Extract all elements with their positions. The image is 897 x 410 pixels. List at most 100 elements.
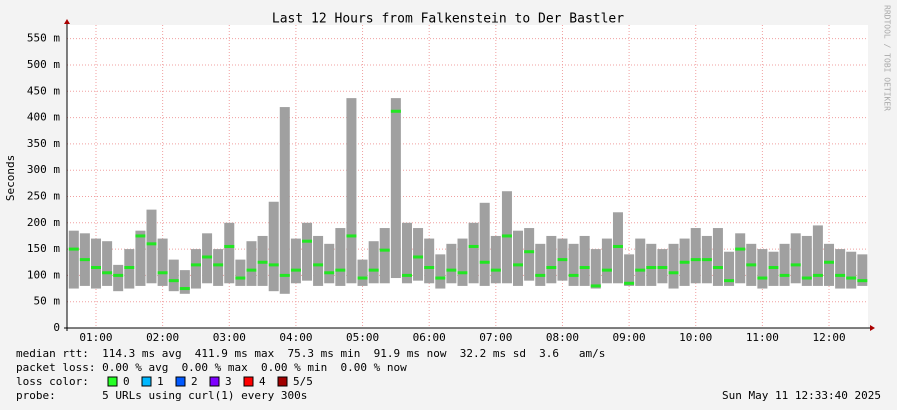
smoke-range bbox=[635, 238, 646, 286]
smoke-range bbox=[579, 235, 590, 286]
y-tick-label: 0 bbox=[53, 321, 60, 334]
median-marker bbox=[401, 273, 412, 277]
loss-swatch-label: 1 bbox=[157, 375, 164, 388]
y-tick-label: 200 m bbox=[27, 216, 60, 229]
median-marker bbox=[346, 234, 357, 238]
median-marker bbox=[824, 260, 835, 264]
smoke-range bbox=[790, 233, 801, 284]
median-marker bbox=[324, 271, 335, 275]
median-marker bbox=[546, 266, 557, 270]
smoke-range bbox=[179, 270, 190, 294]
x-tick-label: 12:00 bbox=[812, 331, 845, 344]
median-marker bbox=[268, 263, 279, 267]
smoke-range bbox=[246, 241, 257, 286]
y-tick-label: 550 m bbox=[27, 32, 60, 45]
median-marker bbox=[179, 287, 190, 291]
stats-line: packet loss: 0.00 % avg 0.00 % max 0.00 … bbox=[16, 361, 407, 374]
median-marker bbox=[213, 263, 224, 267]
median-marker bbox=[846, 276, 857, 280]
median-marker bbox=[590, 284, 601, 288]
axis-arrow bbox=[870, 325, 875, 331]
median-marker bbox=[235, 276, 246, 280]
loss-swatch-label: 3 bbox=[225, 375, 232, 388]
median-marker bbox=[501, 234, 512, 238]
median-marker bbox=[68, 247, 79, 251]
median-marker bbox=[257, 260, 268, 264]
median-marker bbox=[246, 268, 257, 272]
axis-arrow bbox=[64, 19, 70, 24]
smoke-range bbox=[302, 222, 313, 281]
smoke-range bbox=[113, 264, 124, 292]
smoke-range bbox=[690, 228, 701, 284]
median-marker bbox=[568, 273, 579, 277]
smoke-range bbox=[290, 238, 301, 284]
median-marker bbox=[490, 268, 501, 272]
median-marker bbox=[424, 266, 435, 270]
smoke-range bbox=[379, 228, 390, 284]
smoke-range bbox=[846, 251, 857, 289]
smoke-range bbox=[235, 259, 246, 286]
median-marker bbox=[835, 273, 846, 277]
median-marker bbox=[701, 258, 712, 262]
smoke-range bbox=[68, 230, 79, 289]
smoke-range bbox=[401, 222, 412, 284]
smoke-range bbox=[824, 243, 835, 286]
smoke-range bbox=[779, 243, 790, 286]
median-marker bbox=[612, 244, 623, 248]
smoke-range bbox=[324, 243, 335, 284]
loss-swatch bbox=[175, 376, 186, 387]
smoke-range bbox=[568, 243, 579, 286]
smoke-range bbox=[801, 235, 812, 286]
smoke-range bbox=[135, 230, 146, 286]
median-marker bbox=[390, 109, 401, 113]
median-marker bbox=[812, 273, 823, 277]
median-marker bbox=[690, 258, 701, 262]
loss-swatch bbox=[243, 376, 254, 387]
smoke-range bbox=[346, 98, 357, 284]
smoke-range bbox=[413, 228, 424, 281]
median-marker bbox=[113, 273, 124, 277]
smoke-range bbox=[335, 228, 346, 286]
median-marker bbox=[302, 239, 313, 243]
median-marker bbox=[857, 279, 868, 283]
smoke-range bbox=[646, 243, 657, 286]
smoke-range bbox=[446, 243, 457, 284]
median-marker bbox=[157, 271, 168, 275]
smoke-range bbox=[279, 107, 290, 294]
median-marker bbox=[579, 266, 590, 270]
median-marker bbox=[779, 273, 790, 277]
median-marker bbox=[712, 266, 723, 270]
median-marker bbox=[735, 247, 746, 251]
median-marker bbox=[135, 234, 146, 238]
x-tick-label: 07:00 bbox=[479, 331, 512, 344]
median-marker bbox=[290, 268, 301, 272]
median-marker bbox=[368, 268, 379, 272]
smoke-range bbox=[457, 238, 468, 286]
smoke-range bbox=[390, 98, 401, 279]
smoke-range bbox=[368, 241, 379, 284]
median-marker bbox=[479, 260, 490, 264]
median-marker bbox=[357, 276, 368, 280]
smoke-range bbox=[224, 222, 235, 284]
loss-swatch-label: 5/5 bbox=[293, 375, 313, 388]
median-marker bbox=[124, 266, 135, 270]
x-tick-label: 03:00 bbox=[213, 331, 246, 344]
median-marker bbox=[790, 263, 801, 267]
median-marker bbox=[601, 268, 612, 272]
smoke-range bbox=[424, 238, 435, 284]
smoke-range bbox=[479, 202, 490, 286]
x-tick-label: 10:00 bbox=[679, 331, 712, 344]
median-marker bbox=[801, 276, 812, 280]
loss-swatch bbox=[141, 376, 152, 387]
median-marker bbox=[468, 244, 479, 248]
loss-swatch-label: 0 bbox=[123, 375, 130, 388]
y-axis-label: Seconds bbox=[4, 155, 17, 201]
median-marker bbox=[446, 268, 457, 272]
smoke-range bbox=[268, 201, 279, 292]
smoke-range bbox=[513, 230, 524, 286]
x-tick-label: 02:00 bbox=[146, 331, 179, 344]
x-tick-label: 09:00 bbox=[613, 331, 646, 344]
smoke-range bbox=[490, 235, 501, 284]
loss-swatch-label: 4 bbox=[259, 375, 266, 388]
chart-title: Last 12 Hours from Falkenstein to Der Ba… bbox=[272, 12, 624, 27]
